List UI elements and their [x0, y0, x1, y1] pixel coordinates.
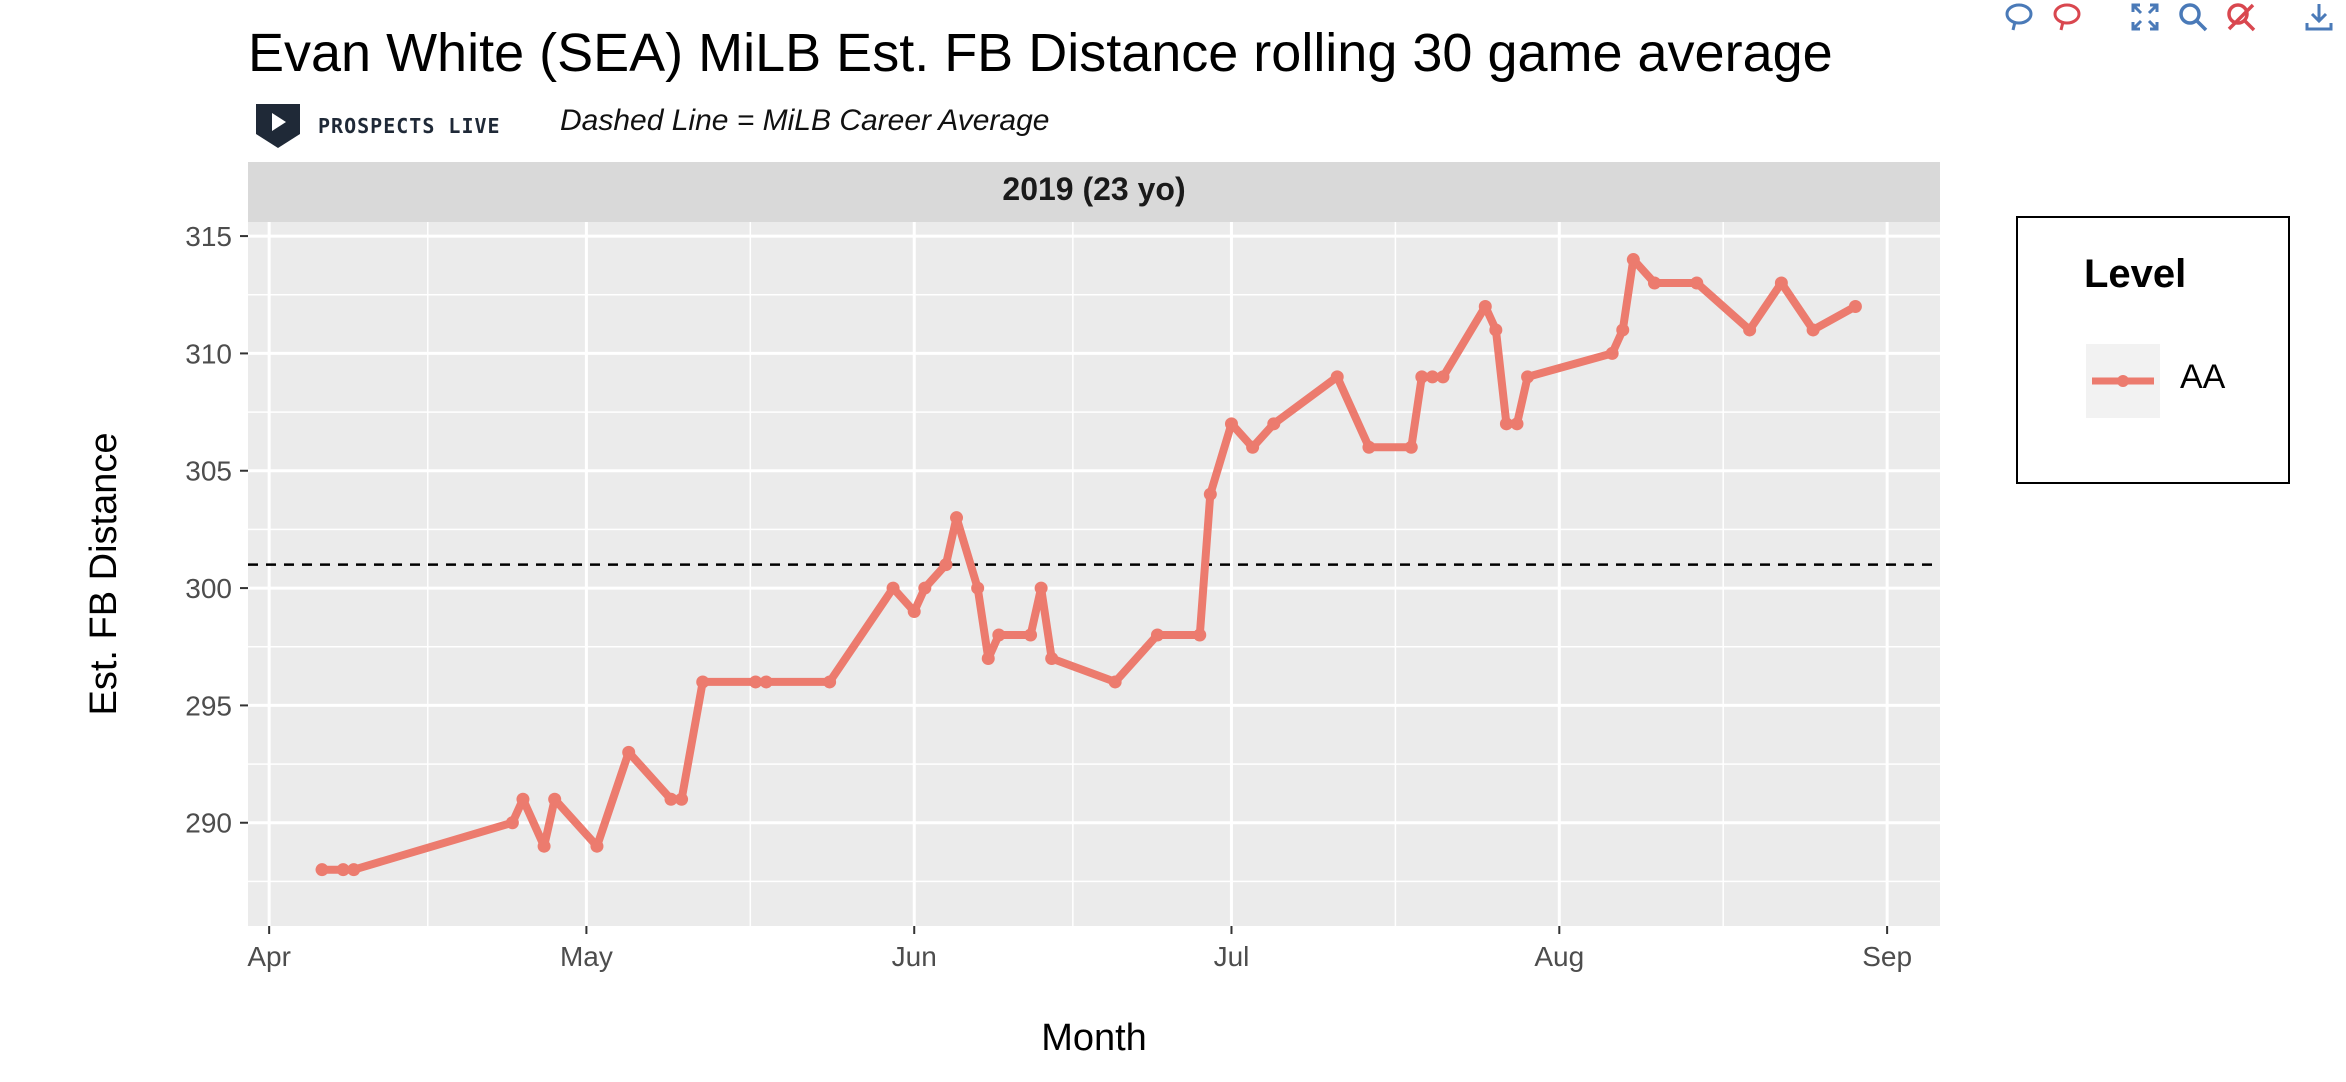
plot-panel[interactable] — [248, 222, 1940, 926]
data-point[interactable] — [1024, 628, 1038, 642]
minor-gridlines — [248, 222, 1940, 926]
y-tick-label: 310 — [185, 338, 232, 369]
facet-strip-label: 2019 (23 yo) — [1002, 171, 1185, 207]
data-point[interactable] — [1499, 417, 1513, 431]
data-point[interactable] — [1774, 276, 1788, 290]
y-tick-label: 290 — [185, 808, 232, 839]
data-point[interactable] — [1425, 370, 1439, 384]
data-point[interactable] — [1203, 487, 1217, 501]
y-tick-label: 305 — [185, 456, 232, 487]
data-point[interactable] — [516, 792, 530, 806]
data-point[interactable] — [907, 605, 921, 619]
data-point[interactable] — [1806, 323, 1820, 337]
data-point[interactable] — [1034, 581, 1048, 595]
x-tick-label: May — [560, 941, 613, 972]
comment-icon[interactable] — [2000, 0, 2038, 34]
x-tick-label: Jun — [892, 941, 937, 972]
legend: Level AA — [2016, 216, 2290, 484]
data-point[interactable] — [664, 792, 678, 806]
legend-label-aa: AA — [2180, 358, 2226, 396]
comment-compare-icon[interactable] — [2048, 0, 2086, 34]
play-shield-icon — [256, 104, 300, 148]
x-tick-label: Jul — [1214, 941, 1250, 972]
data-point[interactable] — [590, 839, 604, 853]
data-point[interactable] — [918, 581, 932, 595]
data-point[interactable] — [1521, 370, 1535, 384]
data-point[interactable] — [992, 628, 1006, 642]
data-point[interactable] — [981, 651, 995, 665]
data-point[interactable] — [675, 792, 689, 806]
data-point[interactable] — [1415, 370, 1429, 384]
y-tick-label: 295 — [185, 690, 232, 721]
data-point[interactable] — [1404, 440, 1418, 454]
x-tick-label: Apr — [247, 941, 291, 972]
autoscale-icon[interactable] — [2126, 0, 2164, 34]
reset-icon[interactable] — [2222, 0, 2260, 34]
data-point[interactable] — [1510, 417, 1524, 431]
brand-name: PROSPECTS LIVE — [318, 114, 501, 138]
data-point[interactable] — [1647, 276, 1661, 290]
data-point[interactable] — [759, 675, 773, 689]
legend-key-aa[interactable] — [2086, 344, 2160, 418]
x-tick-label: Sep — [1862, 941, 1912, 972]
data-point[interactable] — [1616, 323, 1630, 337]
chart-title: Evan White (SEA) MiLB Est. FB Distance r… — [248, 23, 1833, 83]
data-point[interactable] — [1690, 276, 1704, 290]
y-tick-label: 315 — [185, 221, 232, 252]
data-point[interactable] — [1605, 346, 1619, 360]
data-point[interactable] — [1489, 323, 1503, 337]
x-axis: Apr May Jun Jul Aug Sep — [247, 926, 1912, 972]
legend-swatch-aa — [2092, 375, 2154, 387]
data-point[interactable] — [1362, 440, 1376, 454]
y-axis: 290 295 300 305 310 315 — [185, 221, 248, 839]
prospects-live-logo: PROSPECTS LIVE — [256, 104, 501, 148]
data-point[interactable] — [1045, 651, 1059, 665]
data-point[interactable] — [1848, 299, 1862, 313]
data-point[interactable] — [505, 816, 519, 830]
data-point[interactable] — [1193, 628, 1207, 642]
facet-strip — [248, 162, 1940, 222]
plot-toolbar — [2000, 0, 2338, 34]
data-point[interactable] — [336, 863, 350, 877]
data-point[interactable] — [950, 511, 964, 525]
series-layer — [315, 253, 1862, 877]
data-point[interactable] — [622, 745, 636, 759]
data-point[interactable] — [1436, 370, 1450, 384]
data-point[interactable] — [1330, 370, 1344, 384]
data-point[interactable] — [696, 675, 710, 689]
data-point[interactable] — [315, 863, 329, 877]
data-point[interactable] — [1626, 253, 1640, 267]
zoom-icon[interactable] — [2174, 0, 2212, 34]
data-point[interactable] — [1478, 299, 1492, 313]
data-point[interactable] — [886, 581, 900, 595]
data-point[interactable] — [971, 581, 985, 595]
legend-title: Level — [2084, 252, 2187, 296]
data-point[interactable] — [548, 792, 562, 806]
data-point[interactable] — [823, 675, 837, 689]
y-axis-title: Est. FB Distance — [83, 433, 125, 716]
data-point[interactable] — [1224, 417, 1238, 431]
data-point[interactable] — [939, 558, 953, 572]
x-axis-title: Month — [1041, 1017, 1147, 1059]
data-point[interactable] — [537, 839, 551, 853]
data-point[interactable] — [1108, 675, 1122, 689]
data-point[interactable] — [1267, 417, 1281, 431]
data-point[interactable] — [1246, 440, 1260, 454]
chart-subtitle: Dashed Line = MiLB Career Average — [560, 104, 1050, 137]
y-tick-label: 300 — [185, 573, 232, 604]
data-point[interactable] — [347, 863, 361, 877]
data-point[interactable] — [749, 675, 763, 689]
data-point[interactable] — [1150, 628, 1164, 642]
download-icon[interactable] — [2300, 0, 2338, 34]
data-point[interactable] — [1743, 323, 1757, 337]
x-tick-label: Aug — [1534, 941, 1584, 972]
